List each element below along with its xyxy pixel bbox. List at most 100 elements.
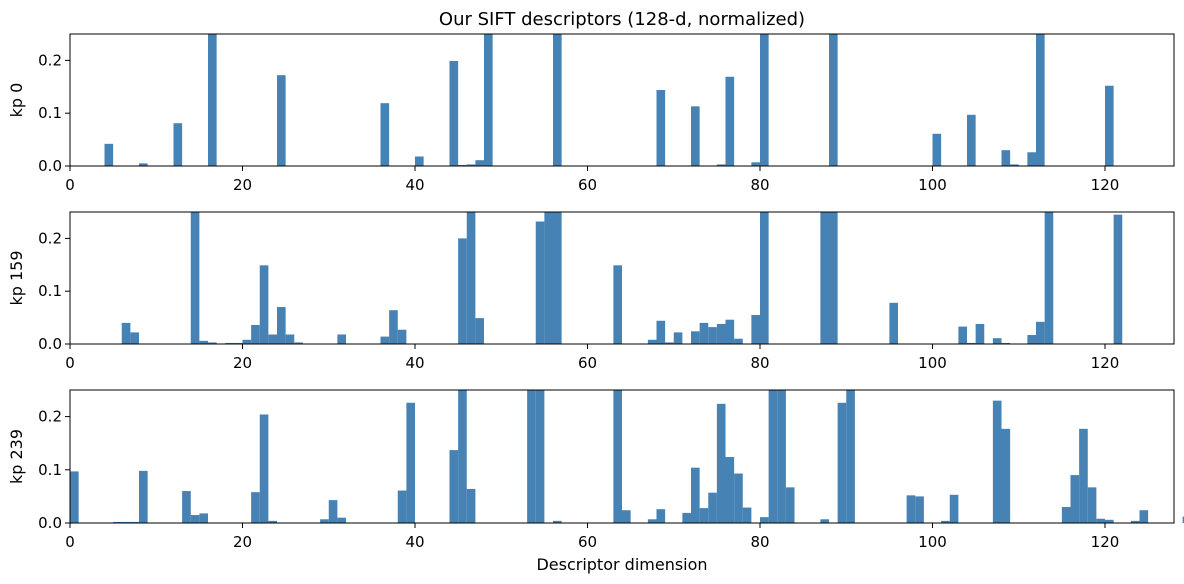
bar [527, 390, 536, 523]
bar [475, 160, 485, 166]
x-tick-label: 60 [578, 533, 597, 551]
y-axis-label: kp 0 [7, 83, 26, 118]
bar [1087, 487, 1097, 523]
bar [553, 34, 562, 166]
bar [535, 221, 545, 344]
bar [751, 162, 761, 166]
bar [716, 403, 726, 523]
bar [967, 342, 976, 344]
bar [544, 212, 554, 344]
bar [70, 471, 79, 523]
bar [734, 473, 743, 523]
bar [113, 521, 122, 523]
x-tick-label: 40 [405, 533, 424, 551]
bar [777, 390, 786, 523]
bar [190, 515, 200, 523]
bar [1105, 85, 1114, 166]
bar [941, 520, 950, 523]
x-tick-label: 100 [918, 176, 947, 194]
bar [760, 212, 769, 344]
bar [406, 402, 416, 523]
x-tick-label: 120 [1091, 354, 1120, 372]
bar [613, 390, 623, 523]
bar [1027, 152, 1037, 166]
bar [389, 310, 398, 344]
bar [829, 34, 838, 166]
chart-title: Our SIFT descriptors (128-d, normalized) [439, 9, 805, 30]
y-tick-label: 0.0 [38, 157, 62, 175]
bar [665, 342, 674, 344]
bar [173, 123, 183, 166]
bar [932, 133, 942, 166]
bar [820, 519, 830, 523]
bar [673, 332, 683, 344]
bar [328, 500, 338, 523]
bar [190, 212, 200, 344]
bar [199, 340, 209, 344]
bar [691, 106, 700, 166]
bar [716, 323, 726, 344]
bar [251, 324, 260, 344]
bar [139, 470, 148, 523]
bar [259, 265, 269, 344]
bar [742, 507, 752, 523]
bar [656, 509, 666, 523]
bar [829, 212, 838, 344]
bar [768, 390, 778, 523]
bar [466, 488, 476, 523]
axes-frame [69, 211, 1175, 345]
bar [1079, 428, 1088, 523]
bar [1130, 520, 1140, 523]
bar [622, 510, 631, 523]
bar [553, 520, 562, 523]
bar [535, 390, 545, 523]
y-tick-label: 0.0 [38, 514, 62, 532]
bar [104, 143, 114, 166]
bar [1113, 214, 1123, 344]
bar [949, 494, 959, 523]
bar [242, 339, 252, 344]
x-tick-label: 80 [750, 533, 769, 551]
bar [734, 338, 743, 344]
y-tick-label: 0.0 [38, 335, 62, 353]
bar [1036, 321, 1045, 344]
bar [449, 450, 459, 523]
bar [785, 487, 795, 523]
bar [647, 519, 657, 523]
bar [1001, 342, 1011, 344]
bar [1036, 34, 1045, 166]
bar [915, 496, 924, 523]
bar [251, 492, 260, 523]
bar [380, 103, 390, 166]
bar [1027, 335, 1037, 344]
x-tick-label: 60 [578, 354, 597, 372]
bar [725, 76, 735, 166]
bar [121, 521, 131, 523]
x-tick-label: 40 [405, 176, 424, 194]
x-tick-label: 0 [65, 176, 75, 194]
bar [725, 319, 735, 344]
bar [725, 457, 735, 523]
y-tick-label: 0.2 [38, 408, 62, 426]
bar [553, 212, 562, 344]
y-tick-label: 0.2 [38, 51, 62, 69]
bar [208, 342, 217, 344]
bar [846, 390, 855, 523]
bar [458, 164, 467, 166]
bar [837, 402, 847, 523]
bar [337, 334, 347, 344]
x-tick-label: 0 [65, 533, 75, 551]
bar [130, 521, 140, 523]
x-tick-label: 120 [1091, 176, 1120, 194]
bar [906, 495, 916, 523]
bar [613, 265, 623, 344]
bar [820, 212, 830, 344]
bar [484, 34, 493, 166]
bar [760, 517, 769, 523]
bar [691, 331, 700, 344]
y-tick-label: 0.1 [38, 461, 62, 479]
bar [1070, 475, 1080, 523]
bar [449, 60, 459, 166]
bar [716, 164, 726, 166]
